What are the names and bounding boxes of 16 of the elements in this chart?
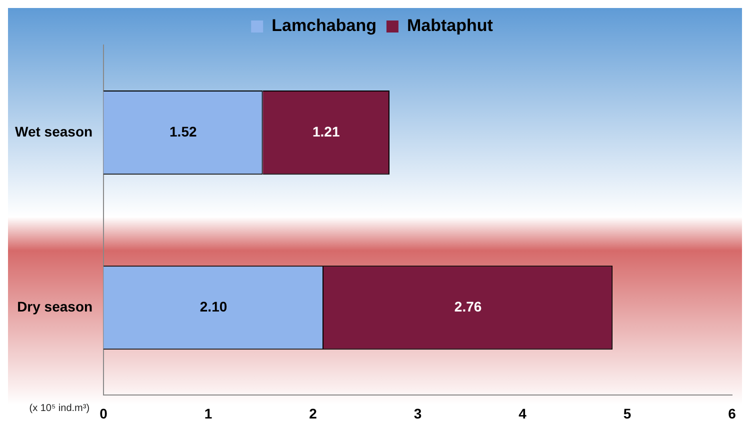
data-label: 2.76 bbox=[454, 298, 482, 315]
x-tick-label: 6 bbox=[728, 405, 736, 422]
y-tick-label: Wet season bbox=[15, 123, 93, 140]
x-tick-label: 0 bbox=[100, 405, 108, 422]
x-axis-title: (x 10⁵ ind.m³) bbox=[29, 402, 90, 414]
x-tick-label: 4 bbox=[518, 405, 527, 422]
data-label: 1.52 bbox=[170, 123, 197, 140]
data-label: 1.21 bbox=[312, 123, 340, 140]
data-label: 2.10 bbox=[200, 298, 228, 315]
y-tick-label: Dry season bbox=[17, 298, 93, 315]
legend-label: Lamchabang bbox=[272, 16, 376, 36]
legend-label: Mabtaphut bbox=[406, 16, 494, 36]
x-tick-label: 1 bbox=[204, 405, 212, 422]
x-tick-label: 5 bbox=[623, 405, 632, 422]
x-tick-label: 2 bbox=[309, 405, 318, 422]
x-tick-label: 3 bbox=[414, 405, 422, 422]
